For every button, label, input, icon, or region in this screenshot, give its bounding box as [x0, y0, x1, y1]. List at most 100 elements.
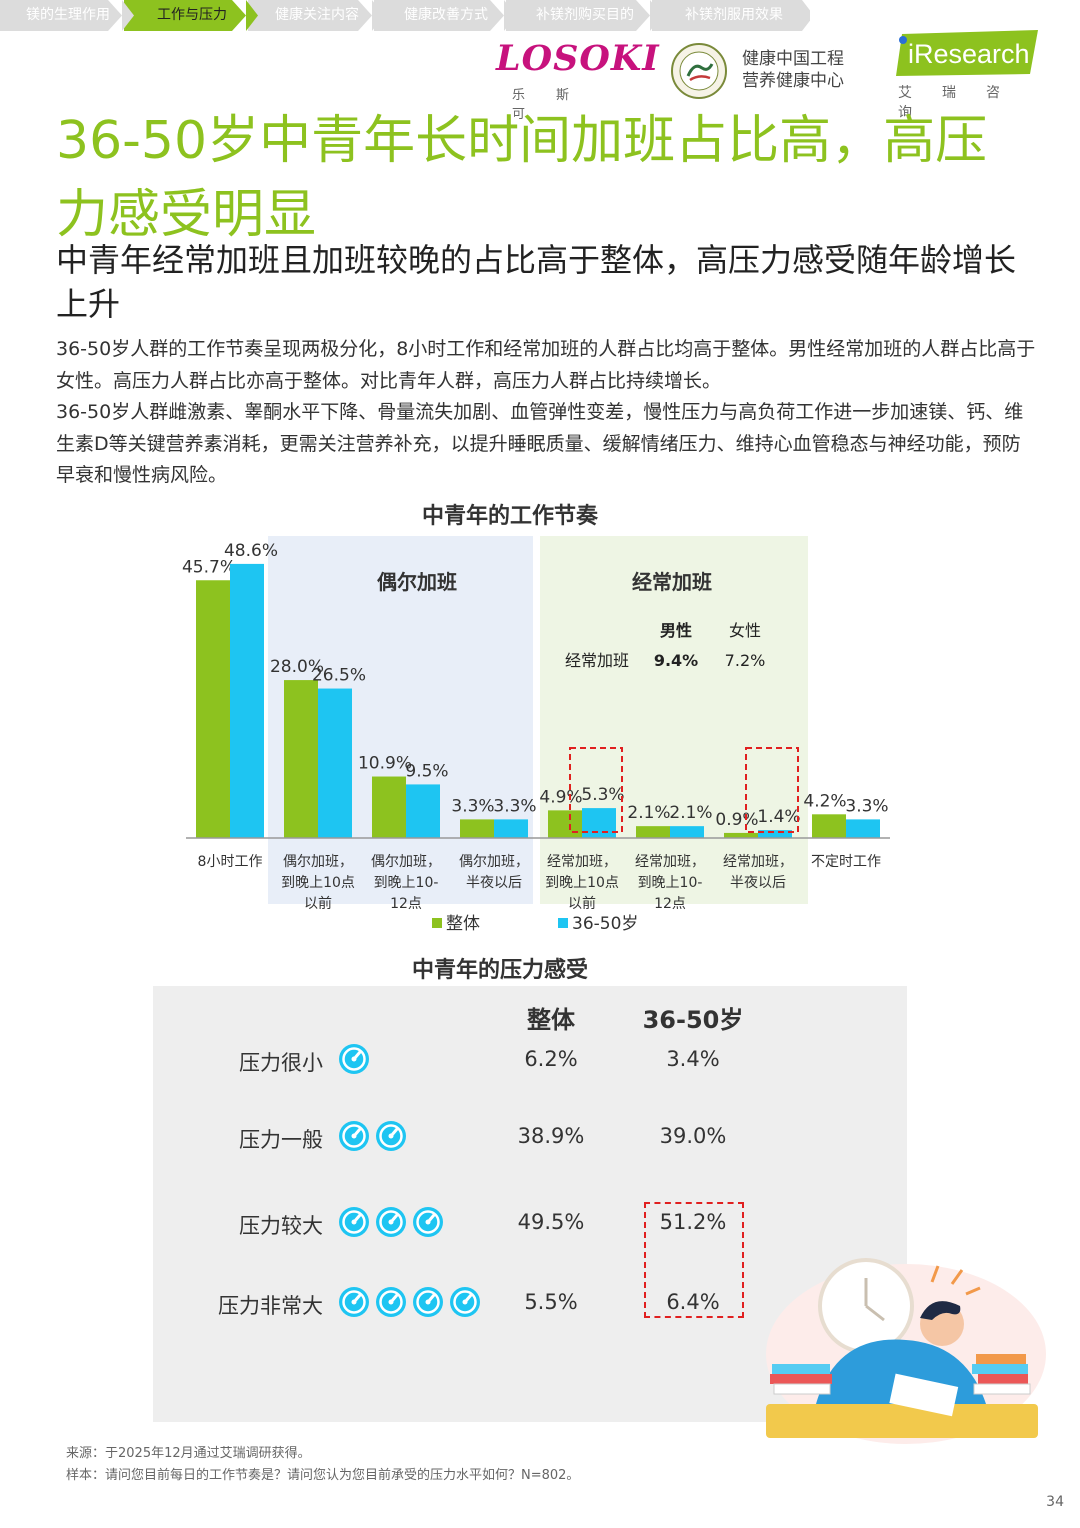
- ir-sub-char: 瑞: [942, 85, 956, 101]
- category-label: 到晚上10点: [545, 875, 619, 891]
- bar: [196, 580, 230, 838]
- stress-age-value: 51.2%: [659, 1210, 727, 1234]
- page-subtitle: 中青年经常加班且加班较晚的占比高于整体，高压力感受随年龄增长上升: [56, 241, 1017, 323]
- losoki-logo: LOSOKI: [496, 38, 660, 79]
- data-label: 3.3%: [845, 796, 888, 816]
- data-label: 1.4%: [757, 807, 800, 827]
- stress-row-label: 压力一般: [239, 1128, 323, 1152]
- inset-header: 男性: [660, 621, 692, 640]
- data-label: 2.1%: [669, 803, 712, 823]
- data-label: 48.6%: [224, 541, 278, 561]
- category-label: 12点: [390, 896, 422, 912]
- gauge-icon: [411, 1285, 445, 1323]
- inset-value: 9.4%: [654, 651, 698, 670]
- bar: [318, 688, 352, 838]
- stress-age-value: 3.4%: [666, 1047, 720, 1071]
- summary-paragraph: 36-50岁人群雌激素、睾酮水平下降、骨量流失加剧、血管弹性变差，慢性压力与高负…: [56, 401, 1024, 486]
- gauge-icon: [337, 1042, 371, 1080]
- nav-arrows: [108, 0, 810, 31]
- data-label: 5.3%: [581, 785, 624, 805]
- category-label: 偶尔加班，: [283, 854, 353, 870]
- bar: [636, 826, 670, 838]
- gauge-icon: [374, 1205, 408, 1243]
- gauge-icon: [337, 1285, 371, 1323]
- gauge-icon: [411, 1205, 445, 1243]
- losoki-subtitle: 乐 斯可: [512, 84, 632, 122]
- group-label: 偶尔加班: [377, 570, 457, 594]
- bar: [846, 819, 880, 838]
- data-label: 0.9%: [715, 810, 758, 830]
- category-label: 不定时工作: [811, 854, 881, 870]
- bar: [724, 832, 758, 838]
- tab-mg-physiology[interactable]: 镁的生理作用: [0, 0, 122, 31]
- footnotes: 来源：于2025年12月通过艾瑞调研获得。 样本：请问您目前每日的工作节奏是？请…: [66, 1443, 966, 1487]
- stress-gauges: [337, 1042, 371, 1080]
- ir-sub-char: 艾: [898, 85, 912, 101]
- stress-row-label: 压力很小: [239, 1051, 323, 1075]
- losoki-sub-char: 可: [512, 107, 526, 122]
- summary-paragraph: 36-50岁人群的工作节奏呈现两极分化，8小时工作和经常加班的人群占比均高于整体…: [56, 338, 1036, 392]
- category-label: 到晚上10-: [638, 875, 703, 891]
- inset-row-label: 经常加班: [565, 651, 629, 670]
- bar: [548, 810, 582, 838]
- category-label: 以前: [304, 895, 332, 912]
- data-label: 45.7%: [182, 557, 236, 577]
- category-label: 经常加班，: [723, 854, 793, 870]
- col-header-age: 36-50岁: [642, 1006, 744, 1034]
- data-label: 2.1%: [627, 803, 670, 823]
- stress-gauges: [337, 1285, 482, 1323]
- iresearch-wordmark: iResearch: [908, 39, 1030, 69]
- bar: [406, 784, 440, 838]
- bar: [372, 776, 406, 838]
- summary-text: 36-50岁人群的工作节奏呈现两极分化，8小时工作和经常加班的人群占比均高于整体…: [56, 334, 1036, 492]
- gauge-icon: [337, 1205, 371, 1243]
- tab-health-improvement[interactable]: 健康改善方式: [374, 0, 504, 31]
- bar: [460, 819, 494, 838]
- category-label: 半夜以后: [730, 875, 786, 891]
- legend-label: 36-50岁: [572, 914, 638, 934]
- ir-sub-char: 咨: [986, 85, 1000, 101]
- gauge-icon: [374, 1285, 408, 1323]
- page-number: 34: [1046, 1494, 1064, 1510]
- stressed-worker-illustration: [766, 1258, 1046, 1444]
- category-label: 到晚上10-: [374, 875, 439, 891]
- data-label: 9.5%: [405, 761, 448, 781]
- losoki-sub-char: 乐: [512, 88, 526, 103]
- stress-chart-title: 中青年的压力感受: [411, 958, 588, 983]
- tab-purchase-purpose[interactable]: 补镁剂购买目的: [506, 0, 650, 31]
- group-label: 经常加班: [632, 570, 712, 594]
- data-label: 10.9%: [358, 754, 412, 774]
- highlight-box: [644, 1202, 744, 1318]
- iresearch-subtitle: 艾 瑞 咨询: [898, 82, 1048, 122]
- tab-usage-effect[interactable]: 补镁剂服用效果: [652, 0, 802, 31]
- col-header-overall: 整体: [527, 1006, 575, 1034]
- category-label: 以前: [568, 895, 596, 912]
- legend-label: 整体: [446, 914, 480, 934]
- stress-overall-value: 5.5%: [524, 1290, 578, 1314]
- bar: [494, 819, 528, 838]
- stress-age-value: 39.0%: [659, 1124, 727, 1148]
- category-label: 到晚上10点: [281, 875, 355, 891]
- tab-work-stress[interactable]: 工作与压力: [124, 0, 246, 31]
- stress-row-label: 压力较大: [239, 1214, 323, 1238]
- bar: [284, 680, 318, 838]
- category-label: 8小时工作: [198, 854, 263, 870]
- inset-value: 7.2%: [725, 651, 766, 670]
- section-nav: 镁的生理作用 工作与压力 健康关注内容 健康改善方式 补镁剂购买目的 补镁剂服用…: [0, 0, 1080, 32]
- category-label: 偶尔加班，: [371, 854, 441, 870]
- tab-health-focus[interactable]: 健康关注内容: [248, 0, 372, 31]
- data-label: 28.0%: [270, 657, 324, 677]
- bar: [230, 563, 264, 838]
- sample-note: 样本：请问您目前每日的工作节奏是？请问您认为您目前承受的压力水平如何？N=802…: [66, 1468, 580, 1483]
- ir-sub-char: 询: [898, 105, 912, 121]
- frequent-overtime-bg: [540, 536, 808, 904]
- gauge-icon: [337, 1119, 371, 1157]
- stress-age-value: 6.4%: [666, 1290, 720, 1314]
- data-label: 26.5%: [312, 666, 366, 686]
- data-label: 3.3%: [451, 796, 494, 816]
- category-label: 经常加班，: [635, 854, 705, 870]
- data-label: 4.2%: [803, 791, 846, 811]
- stress-overall-value: 6.2%: [524, 1047, 578, 1071]
- highlight-box: [569, 747, 623, 833]
